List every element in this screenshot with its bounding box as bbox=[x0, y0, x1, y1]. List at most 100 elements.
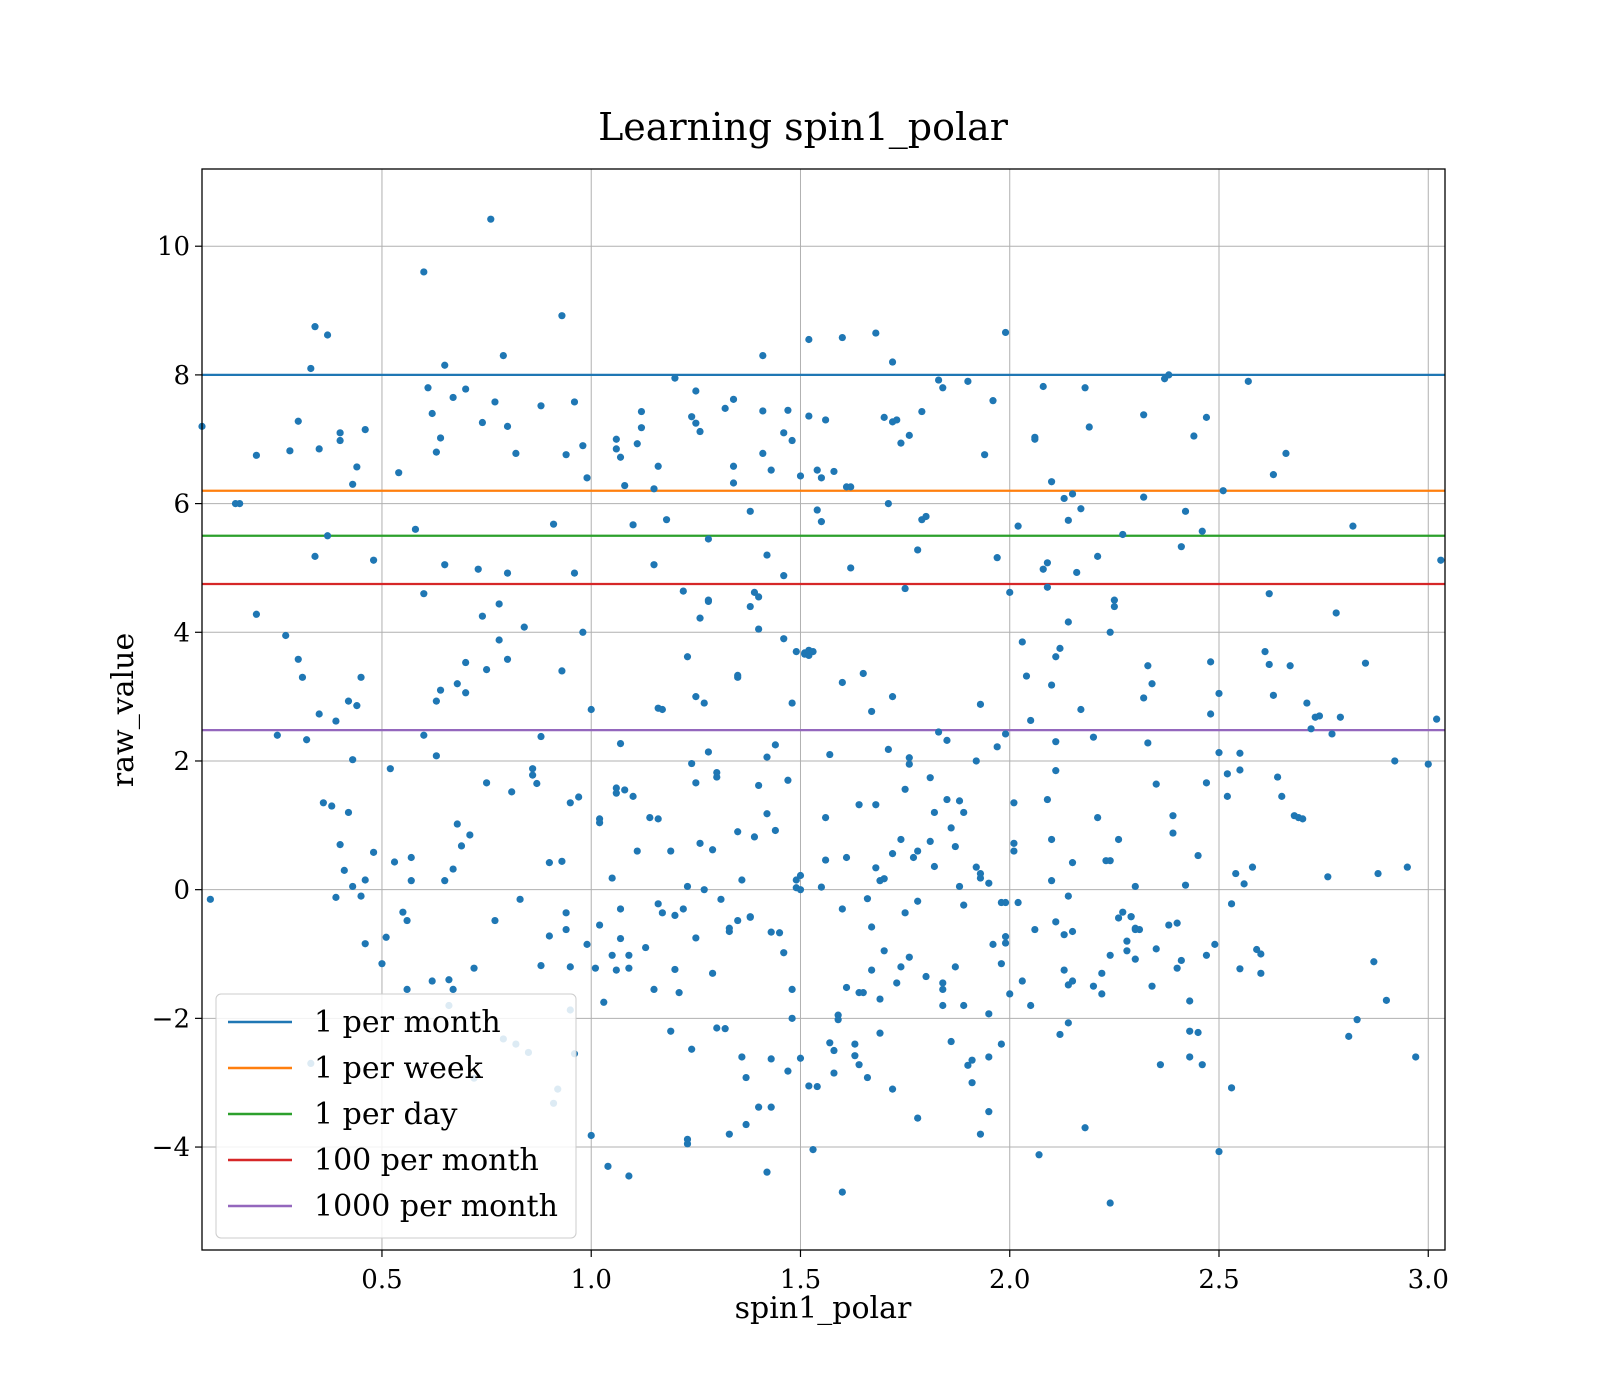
data-point bbox=[1265, 590, 1273, 598]
data-point bbox=[1261, 647, 1269, 656]
data-point bbox=[566, 799, 574, 807]
data-point bbox=[1391, 757, 1399, 765]
data-point bbox=[1001, 328, 1010, 337]
data-point bbox=[897, 835, 905, 844]
data-point bbox=[1106, 951, 1114, 959]
data-point bbox=[1382, 996, 1391, 1004]
data-point bbox=[545, 859, 553, 867]
data-point bbox=[851, 1052, 859, 1060]
data-point bbox=[1374, 869, 1382, 878]
data-point bbox=[667, 1027, 675, 1035]
data-point bbox=[629, 792, 637, 800]
data-point bbox=[328, 802, 336, 810]
data-point bbox=[863, 1073, 872, 1082]
data-point bbox=[1236, 965, 1244, 973]
data-point bbox=[1278, 792, 1286, 800]
data-point bbox=[595, 921, 604, 929]
data-point bbox=[428, 977, 436, 985]
legend-label: 1 per week bbox=[314, 1051, 484, 1086]
plot-frame bbox=[201, 168, 1446, 1251]
data-point bbox=[403, 916, 411, 925]
data-point bbox=[1177, 956, 1185, 965]
y-tick-label: 4 bbox=[173, 618, 190, 648]
data-point bbox=[604, 1162, 612, 1170]
data-point bbox=[1273, 773, 1282, 781]
data-point bbox=[1014, 522, 1022, 530]
data-point bbox=[1370, 958, 1378, 966]
data-point bbox=[206, 895, 214, 903]
data-point bbox=[1361, 659, 1370, 667]
data-point bbox=[1328, 730, 1336, 738]
data-point bbox=[1027, 716, 1035, 725]
data-point bbox=[805, 1082, 813, 1090]
data-point bbox=[457, 842, 466, 850]
data-point bbox=[704, 535, 713, 543]
x-tick-label: 2.5 bbox=[1198, 1265, 1239, 1295]
data-point bbox=[951, 842, 959, 851]
data-point bbox=[922, 972, 930, 981]
data-point bbox=[734, 828, 742, 836]
data-point bbox=[985, 1108, 993, 1116]
data-point bbox=[985, 1053, 993, 1061]
data-point bbox=[888, 850, 897, 858]
data-point bbox=[742, 1073, 750, 1082]
data-point bbox=[1031, 925, 1039, 934]
data-point bbox=[855, 1061, 863, 1069]
data-point bbox=[1056, 1030, 1064, 1039]
data-point bbox=[964, 1061, 972, 1069]
x-tick-label: 1.5 bbox=[780, 1265, 821, 1295]
data-point bbox=[809, 647, 817, 656]
data-point bbox=[332, 893, 340, 901]
data-point bbox=[976, 700, 985, 708]
data-point bbox=[842, 983, 851, 992]
data-point bbox=[323, 532, 332, 540]
data-point bbox=[721, 404, 729, 412]
data-point bbox=[771, 741, 779, 749]
data-point bbox=[662, 516, 671, 524]
data-point bbox=[859, 989, 867, 997]
data-point bbox=[901, 584, 909, 593]
data-point bbox=[616, 934, 625, 943]
data-point bbox=[872, 329, 880, 337]
data-point bbox=[1001, 939, 1010, 947]
data-point bbox=[1077, 505, 1085, 513]
data-point bbox=[1336, 713, 1344, 721]
data-point bbox=[1027, 1001, 1035, 1010]
data-point bbox=[495, 600, 503, 608]
data-point bbox=[503, 655, 512, 663]
data-point bbox=[763, 1168, 771, 1176]
data-point bbox=[696, 839, 704, 847]
data-point bbox=[930, 862, 939, 871]
data-point bbox=[1006, 990, 1014, 998]
data-point bbox=[583, 474, 591, 482]
data-point bbox=[650, 485, 658, 493]
data-point bbox=[821, 814, 830, 822]
data-point bbox=[495, 636, 503, 644]
data-point bbox=[1043, 583, 1052, 591]
y-tick-label: 10 bbox=[157, 232, 190, 262]
data-point bbox=[336, 429, 344, 437]
data-point bbox=[968, 1056, 976, 1064]
data-point bbox=[805, 412, 813, 420]
data-point bbox=[562, 925, 570, 934]
data-point bbox=[566, 963, 574, 971]
data-point bbox=[303, 736, 311, 744]
x-tick-label: 3.0 bbox=[1408, 1265, 1449, 1295]
data-point bbox=[976, 869, 985, 878]
data-point bbox=[926, 774, 934, 782]
data-point bbox=[390, 858, 399, 866]
data-point bbox=[1236, 766, 1244, 774]
legend-box bbox=[215, 993, 577, 1239]
data-point bbox=[1123, 937, 1131, 945]
data-point bbox=[466, 831, 474, 839]
data-point bbox=[876, 995, 884, 1003]
data-point bbox=[688, 759, 696, 768]
data-point bbox=[344, 697, 353, 705]
data-point bbox=[1240, 880, 1248, 888]
data-point bbox=[1047, 478, 1056, 486]
data-point bbox=[1194, 1028, 1202, 1037]
data-point bbox=[353, 702, 361, 710]
y-axis-ticks: −4 −2 0 2 4 6 8 10 bbox=[152, 232, 202, 1163]
data-point bbox=[734, 673, 742, 681]
data-point bbox=[767, 928, 775, 936]
